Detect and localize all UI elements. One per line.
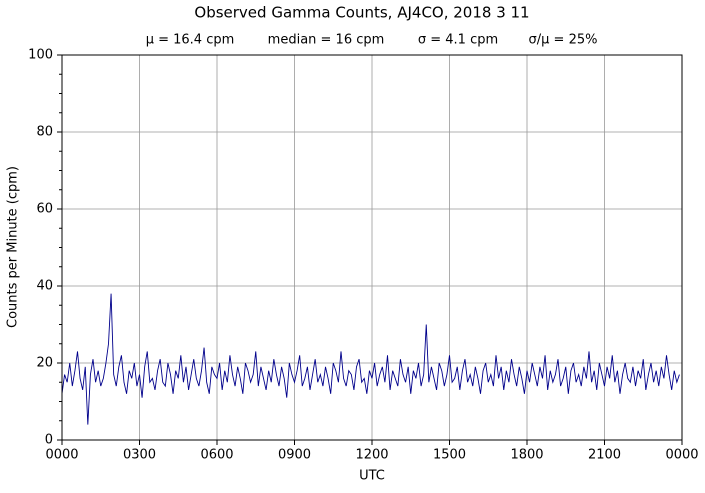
x-tick-label: 1200 [355, 448, 388, 463]
x-tick-label: 1500 [433, 448, 466, 463]
x-tick-label: 0900 [278, 448, 311, 463]
y-tick-label: 20 [36, 356, 53, 371]
stat-annotation: median = 16 cpm [268, 33, 385, 48]
y-tick-label: 60 [36, 202, 53, 217]
y-axis-label: Counts per Minute (cpm) [6, 166, 21, 328]
y-tick-label: 100 [28, 48, 53, 63]
data-line [61, 293, 680, 425]
stat-annotation: σ/μ = 25% [529, 33, 598, 48]
y-tick-label: 40 [36, 279, 53, 294]
x-tick-label: 1800 [510, 448, 543, 463]
stat-annotation: μ = 16.4 cpm [146, 33, 235, 48]
x-tick-label: 0000 [45, 448, 78, 463]
x-tick-label: 0000 [665, 448, 698, 463]
y-tick-label: 0 [45, 433, 53, 448]
plot-frame [61, 54, 683, 441]
x-tick-label: 0300 [123, 448, 156, 463]
y-tick-label: 80 [36, 125, 53, 140]
x-tick-label: 0600 [200, 448, 233, 463]
x-tick-label: 2100 [588, 448, 621, 463]
x-axis-label: UTC [359, 469, 385, 484]
stat-annotation: σ = 4.1 cpm [418, 33, 498, 48]
chart-title: Observed Gamma Counts, AJ4CO, 2018 3 11 [194, 4, 529, 22]
